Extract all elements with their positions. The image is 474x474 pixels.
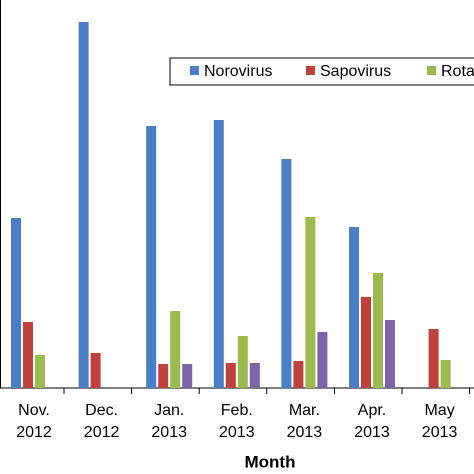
x-tick-label: 2013 [151, 424, 187, 441]
x-tick-label: Jan. [154, 402, 184, 419]
bar [317, 332, 328, 388]
bar [11, 218, 21, 388]
bar [373, 273, 383, 388]
bar [249, 363, 260, 388]
legend-label: Rota [441, 63, 474, 80]
bar [35, 355, 45, 388]
bar [213, 120, 224, 388]
bar [78, 22, 89, 388]
bar [146, 126, 157, 388]
x-tick-label: 2012 [16, 424, 52, 441]
x-tick-label: 2013 [287, 424, 323, 441]
legend-label: Sapovirus [320, 63, 391, 80]
legend-swatch [306, 66, 315, 75]
x-tick-label: 2013 [354, 424, 390, 441]
bar [158, 364, 169, 388]
x-axis-title: Month [245, 452, 296, 471]
x-tick-label: 2013 [422, 424, 458, 441]
bar [440, 360, 451, 388]
x-tick-label: 2012 [84, 424, 120, 441]
bar [23, 322, 33, 388]
bar [281, 159, 292, 388]
bar [305, 217, 316, 388]
bar [225, 363, 236, 388]
bar [90, 353, 101, 388]
bar [170, 311, 181, 388]
bar [182, 364, 193, 388]
legend-label: Norovirus [204, 63, 272, 80]
legend-swatch [190, 66, 199, 75]
bar [293, 361, 304, 388]
x-tick-label: Dec. [85, 402, 118, 419]
x-tick-label: 2013 [219, 424, 255, 441]
bar [361, 297, 371, 388]
x-tick-label: Feb. [221, 402, 253, 419]
bar [237, 336, 248, 388]
x-tick-label: Mar. [289, 402, 320, 419]
bar [428, 329, 439, 388]
x-tick-label: Nov. [18, 402, 50, 419]
bar [385, 320, 395, 388]
x-tick-label: May [424, 402, 454, 419]
bar [349, 227, 359, 388]
x-tick-label: Apr. [358, 402, 386, 419]
legend-swatch [427, 66, 436, 75]
legend-box [169, 57, 474, 86]
